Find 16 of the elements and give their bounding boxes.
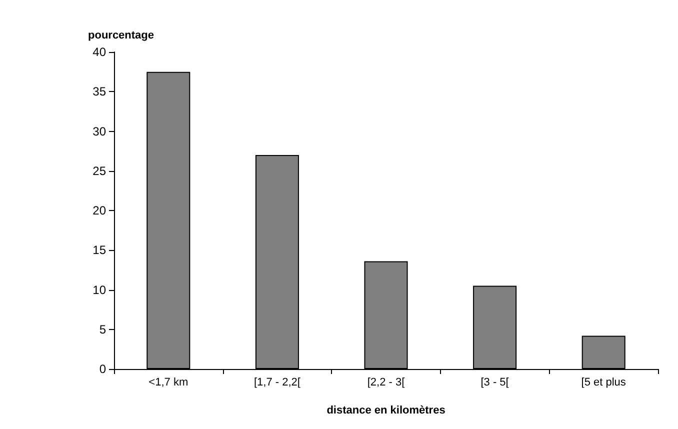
x-tick-label: [2,2 - 3[ <box>367 376 405 388</box>
y-tick-label: 20 <box>92 204 106 218</box>
y-tick-label: 30 <box>92 124 106 138</box>
y-axis-title: pourcentage <box>88 30 154 42</box>
x-tick-label: [5 et plus <box>581 376 626 388</box>
y-tick-label: 10 <box>92 282 106 297</box>
x-tick-label: [3 - 5[ <box>480 376 509 388</box>
y-tick-label: 15 <box>92 243 106 258</box>
y-tick-label: 5 <box>99 322 106 336</box>
y-tick-label: 0 <box>99 362 106 376</box>
x-tick-label: [1,7 - 2,2[ <box>254 376 300 388</box>
x-axis-title: distance en kilomètres <box>326 404 446 416</box>
y-tick-label: 40 <box>92 45 106 59</box>
y-tick-label: 25 <box>92 164 106 178</box>
x-tick-label: <1,7 km <box>148 376 188 388</box>
y-tick-label: 35 <box>92 84 106 99</box>
